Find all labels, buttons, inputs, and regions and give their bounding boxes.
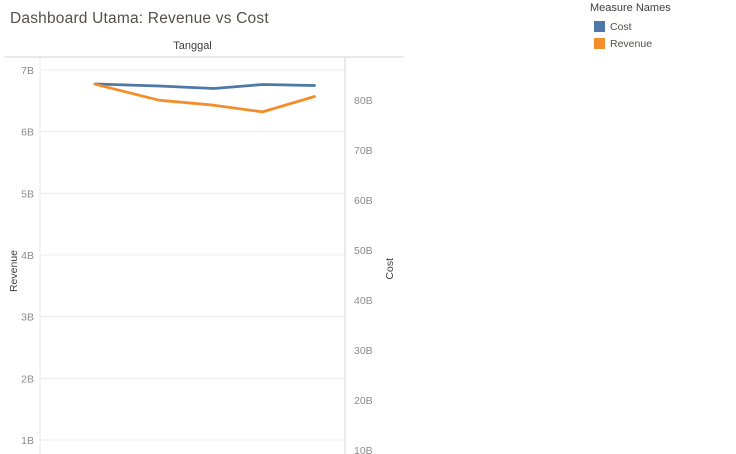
left-axis-tick-label: 6B xyxy=(21,127,34,139)
right-axis-tick-label: 30B xyxy=(354,345,373,357)
right-axis-tick-label: 10B xyxy=(354,445,373,454)
measure-names-legend: Measure Names Cost Revenue xyxy=(590,2,671,52)
left-axis-tick-label: 3B xyxy=(21,312,34,324)
legend-title: Measure Names xyxy=(590,2,671,14)
legend-item-label: Revenue xyxy=(610,37,653,50)
series-line-cost[interactable] xyxy=(93,82,316,90)
left-axis-tick-label: 7B xyxy=(21,65,34,77)
left-axis-tick-label: 4B xyxy=(21,250,34,262)
right-axis-tick-label: 40B xyxy=(354,295,373,307)
right-axis-tick-label: 50B xyxy=(354,245,373,257)
left-axis-tick-label: 1B xyxy=(21,435,34,447)
left-axis-tick-label: 2B xyxy=(21,373,34,385)
revenue-color-swatch xyxy=(594,38,605,49)
left-axis-tick-label: 5B xyxy=(21,188,34,200)
legend-item-cost[interactable]: Cost xyxy=(590,18,671,35)
right-axis-tick-label: 80B xyxy=(354,95,373,107)
dashboard-title: Dashboard Utama: Revenue vs Cost xyxy=(10,10,269,27)
cost-color-swatch xyxy=(594,21,605,32)
column-field-label: Tanggal xyxy=(173,40,212,52)
right-axis-tick-label: 20B xyxy=(354,395,373,407)
right-axis-tick-label: 70B xyxy=(354,145,373,157)
series-line-revenue[interactable] xyxy=(93,82,316,114)
legend-item-label: Cost xyxy=(610,20,632,33)
right-axis-tick-label: 60B xyxy=(354,195,373,207)
legend-item-revenue[interactable]: Revenue xyxy=(590,35,671,52)
